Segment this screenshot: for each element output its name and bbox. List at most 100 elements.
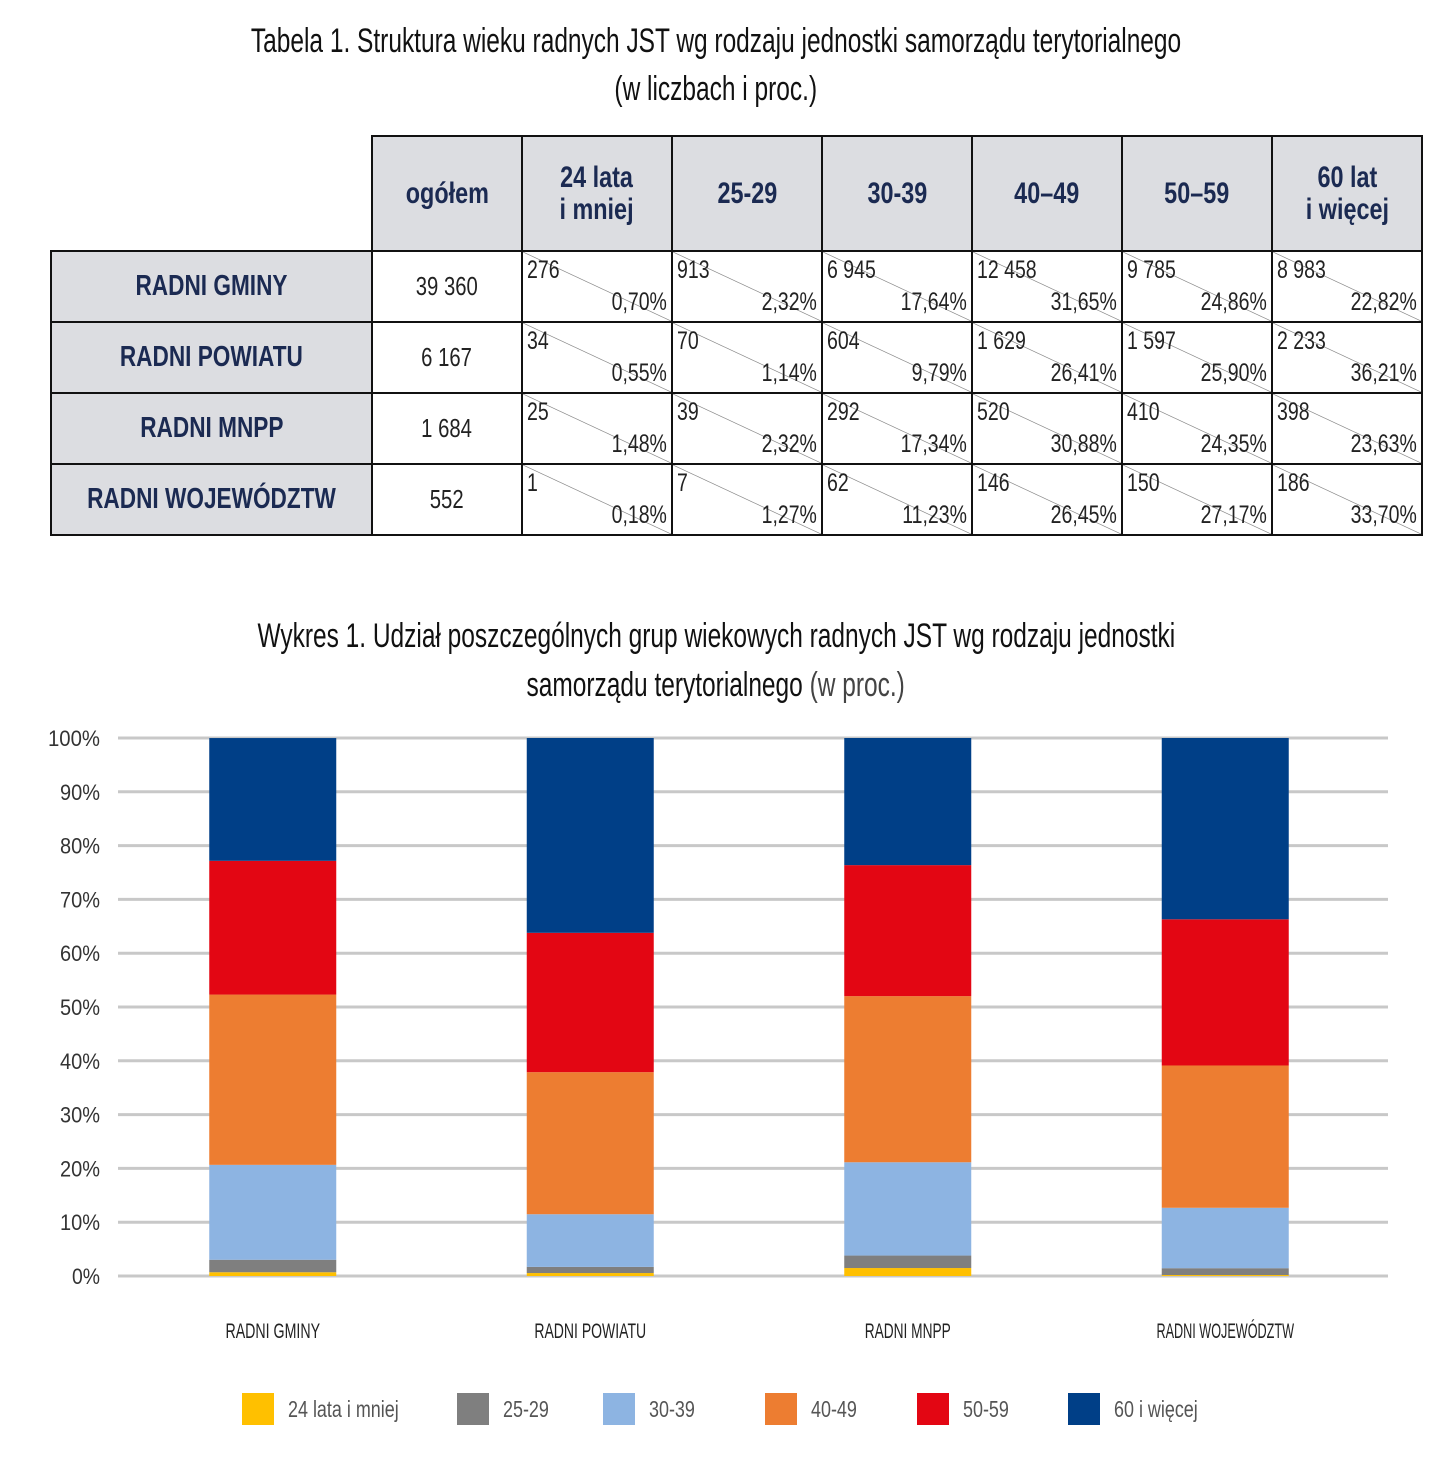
y-tick-label: 90% [60,780,100,805]
percent-value: 1,14% [761,359,817,387]
value-cell: 8 983 22,82% [1270,250,1423,323]
bar-segment [844,1162,972,1256]
value-cell: 913 2,32% [670,250,823,323]
table-subtitle: (w liczbach i proc.) [0,68,1432,110]
column-header: 24 lata i mniej [520,135,673,252]
total-cell: 1 684 [370,392,523,465]
percent-value: 26,41% [1050,359,1117,387]
stacked-bar-chart: 0% 10% 20% 30% 40% 50% 60% 70% 80% 90% 100% RADNI G… [48,726,1388,1343]
percent-value: 11,23% [902,501,967,529]
total-value: 1 684 [421,413,473,443]
value-cell: 292 17,34% [820,392,973,465]
y-tick-label: 60% [60,941,100,966]
count-value: 8 983 [1276,256,1326,284]
bar-segment [844,996,972,1163]
value-cell: 2 233 36,21% [1270,321,1423,394]
legend-item: 60 i więcej [1068,1393,1221,1425]
legend-item: 50-59 [917,1393,1022,1425]
percent-value: 17,64% [900,288,967,316]
count-value: 398 [1276,398,1310,426]
value-cell: 604 9,79% [820,321,973,394]
count-value: 520 [976,398,1010,426]
bar-segment [1161,919,1289,1066]
bar-segment [209,1259,337,1273]
table-row: RADNI WOJEWÓDZTW 552 1 0,18% 7 1,27% 62 11,23% 1… [50,463,1423,536]
row-label: RADNI MNPP [50,392,373,465]
corner-cell [51,136,372,251]
x-tick-label: RADNI GMINY [225,1320,320,1343]
count-value: 604 [826,327,860,355]
row-label-text: RADNI GMINY [135,270,288,302]
bar-segment [526,1266,654,1274]
table-row: RADNI MNPP 1 684 25 1,48% 39 2,32% 292 17,34% 52… [50,392,1423,465]
count-value: 6 945 [826,256,876,284]
value-cell: 1 0,18% [520,463,673,536]
value-cell: 276 0,70% [520,250,673,323]
legend-swatch [242,1393,274,1425]
value-cell: 70 1,14% [670,321,823,394]
column-header: 25-29 [670,135,823,252]
legend-item: 30-39 [603,1393,708,1425]
legend-label: 60 i więcej [1114,1395,1198,1422]
legend-label: 40-49 [811,1395,857,1422]
column-header-label: ogółem [405,176,489,210]
bar-segment [844,1255,972,1269]
legend-swatch [603,1393,635,1425]
value-cell: 12 458 31,65% [970,250,1123,323]
bar-segment [526,1072,654,1215]
chart-title-line2: samorządu terytorialnego (w proc.) [0,664,1432,706]
chart-title-text: Wykres 1. Udział poszczególnych grup wie… [257,617,1175,655]
value-cell: 7 1,27% [670,463,823,536]
count-value: 2 233 [1276,327,1326,355]
table-title-text: Tabela 1. Struktura wieku radnych JST wg… [250,22,1182,60]
legend-item: 24 lata i mniej [242,1393,430,1425]
legend-item: 40-49 [765,1393,870,1425]
chart-title-line2-text: samorządu terytorialnego [526,666,804,704]
percent-value: 36,21% [1350,359,1417,387]
table-subtitle-text: (w liczbach i proc.) [614,70,818,108]
age-structure-table: ogółem 24 lata i mniej 25-29 30-39 40–49 50–59… [50,135,1423,536]
bar-segment [844,865,972,997]
total-cell: 6 167 [370,321,523,394]
value-cell: 25 1,48% [520,392,673,465]
percent-value: 24,86% [1200,288,1267,316]
percent-value: 0,18% [611,501,667,529]
chart-title-suffix: (w proc.) [809,666,906,704]
row-label: RADNI POWIATU [50,321,373,394]
column-header-label: 30-39 [867,176,927,210]
bar-segment [209,1164,337,1260]
total-value: 552 [430,484,464,514]
count-value: 146 [976,469,1010,497]
count-value: 1 [526,469,538,497]
column-header: ogółem [370,135,523,252]
count-value: 1 597 [1126,327,1176,355]
value-cell: 1 597 25,90% [1120,321,1273,394]
percent-value: 24,35% [1200,430,1267,458]
column-header-label: 60 lat i więcej [1305,160,1389,226]
table-row: RADNI POWIATU 6 167 34 0,55% 70 1,14% 604 9,79%… [50,321,1423,394]
y-tick-label: 80% [60,834,100,859]
count-value: 186 [1276,469,1310,497]
percent-value: 23,63% [1350,430,1417,458]
y-tick-label: 40% [60,1049,100,1074]
column-header-label: 50–59 [1164,176,1230,210]
y-tick-label: 20% [60,1156,100,1181]
bar-segment [1161,1275,1289,1276]
value-cell: 9 785 24,86% [1120,250,1273,323]
legend-label: 30-39 [649,1395,695,1422]
count-value: 39 [676,398,699,426]
percent-value: 31,65% [1050,288,1117,316]
y-tick-label: 10% [60,1210,100,1235]
legend-swatch [917,1393,949,1425]
total-cell: 552 [370,463,523,536]
percent-value: 1,27% [761,501,817,529]
chart-title: Wykres 1. Udział poszczególnych grup wie… [0,615,1432,657]
value-cell: 150 27,17% [1120,463,1273,536]
percent-value: 30,88% [1050,430,1117,458]
column-header-label: 25-29 [717,176,777,210]
legend-label: 24 lata i mniej [288,1395,399,1422]
y-tick-label: 100% [48,726,100,751]
count-value: 913 [676,256,710,284]
row-label-text: RADNI POWIATU [119,341,303,373]
